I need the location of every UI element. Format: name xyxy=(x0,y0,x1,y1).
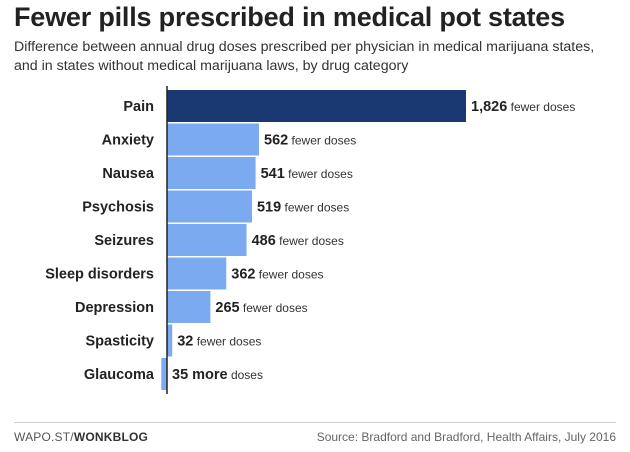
bar-depression xyxy=(167,291,211,323)
source-note: Source: Bradford and Bradford, Health Af… xyxy=(316,430,616,444)
value-label: 519 fewer doses xyxy=(257,200,349,216)
value-number: 362 xyxy=(231,267,255,283)
category-label: Depression xyxy=(75,300,154,316)
value-suffix: fewer doses xyxy=(285,167,353,181)
bar-sleep-disorders xyxy=(167,257,227,290)
value-number: 486 xyxy=(252,233,276,249)
value-label: 32 fewer doses xyxy=(177,334,261,350)
category-label: Glaucoma xyxy=(84,367,155,383)
value-suffix: fewer doses xyxy=(507,100,575,114)
category-label: Pain xyxy=(123,99,154,115)
value-label: 265 fewer doses xyxy=(215,300,307,316)
credit-prefix: WAPO.ST/ xyxy=(14,430,74,444)
value-number: 519 xyxy=(257,200,281,216)
chart-title: Fewer pills prescribed in medical pot st… xyxy=(14,2,565,32)
bar-glaucoma xyxy=(161,358,167,390)
value-number: 541 xyxy=(261,166,285,182)
bar-pain xyxy=(167,90,466,122)
bar-nausea xyxy=(167,157,256,189)
value-suffix: fewer doses xyxy=(281,201,349,215)
category-label: Spasticity xyxy=(86,334,155,350)
bar-anxiety xyxy=(167,123,260,156)
credit-bold: WONKBLOG xyxy=(73,430,149,444)
credit-link[interactable]: WAPO.ST/WONKBLOG xyxy=(14,430,148,444)
value-number: 35 more xyxy=(172,367,228,383)
value-label: 362 fewer doses xyxy=(231,267,323,283)
value-number: 32 xyxy=(177,334,193,350)
value-suffix: fewer doses xyxy=(240,301,308,315)
category-label: Seizures xyxy=(94,233,154,249)
value-number: 1,826 xyxy=(471,99,507,115)
value-label: 562 fewer doses xyxy=(264,133,356,149)
value-suffix: fewer doses xyxy=(288,134,356,148)
category-label: Anxiety xyxy=(102,133,154,149)
chart-subtitle: Difference between annual drug doses pre… xyxy=(14,39,595,74)
value-suffix: fewer doses xyxy=(255,268,323,282)
value-label: 486 fewer doses xyxy=(252,233,344,249)
value-label: 1,826 fewer doses xyxy=(471,99,575,115)
value-suffix: doses xyxy=(228,368,263,382)
bar-spasticity xyxy=(167,324,173,357)
value-suffix: fewer doses xyxy=(276,234,344,248)
value-label: 541 fewer doses xyxy=(261,166,353,182)
category-label: Psychosis xyxy=(82,200,154,216)
category-label: Sleep disorders xyxy=(45,267,154,283)
bar-psychosis xyxy=(167,190,252,223)
value-number: 562 xyxy=(264,133,288,149)
value-suffix: fewer doses xyxy=(193,335,261,349)
value-label: 35 more doses xyxy=(172,367,263,383)
category-label: Nausea xyxy=(102,166,155,182)
value-number: 265 xyxy=(215,300,239,316)
footer-divider xyxy=(14,422,616,423)
bar-seizures xyxy=(167,224,247,256)
